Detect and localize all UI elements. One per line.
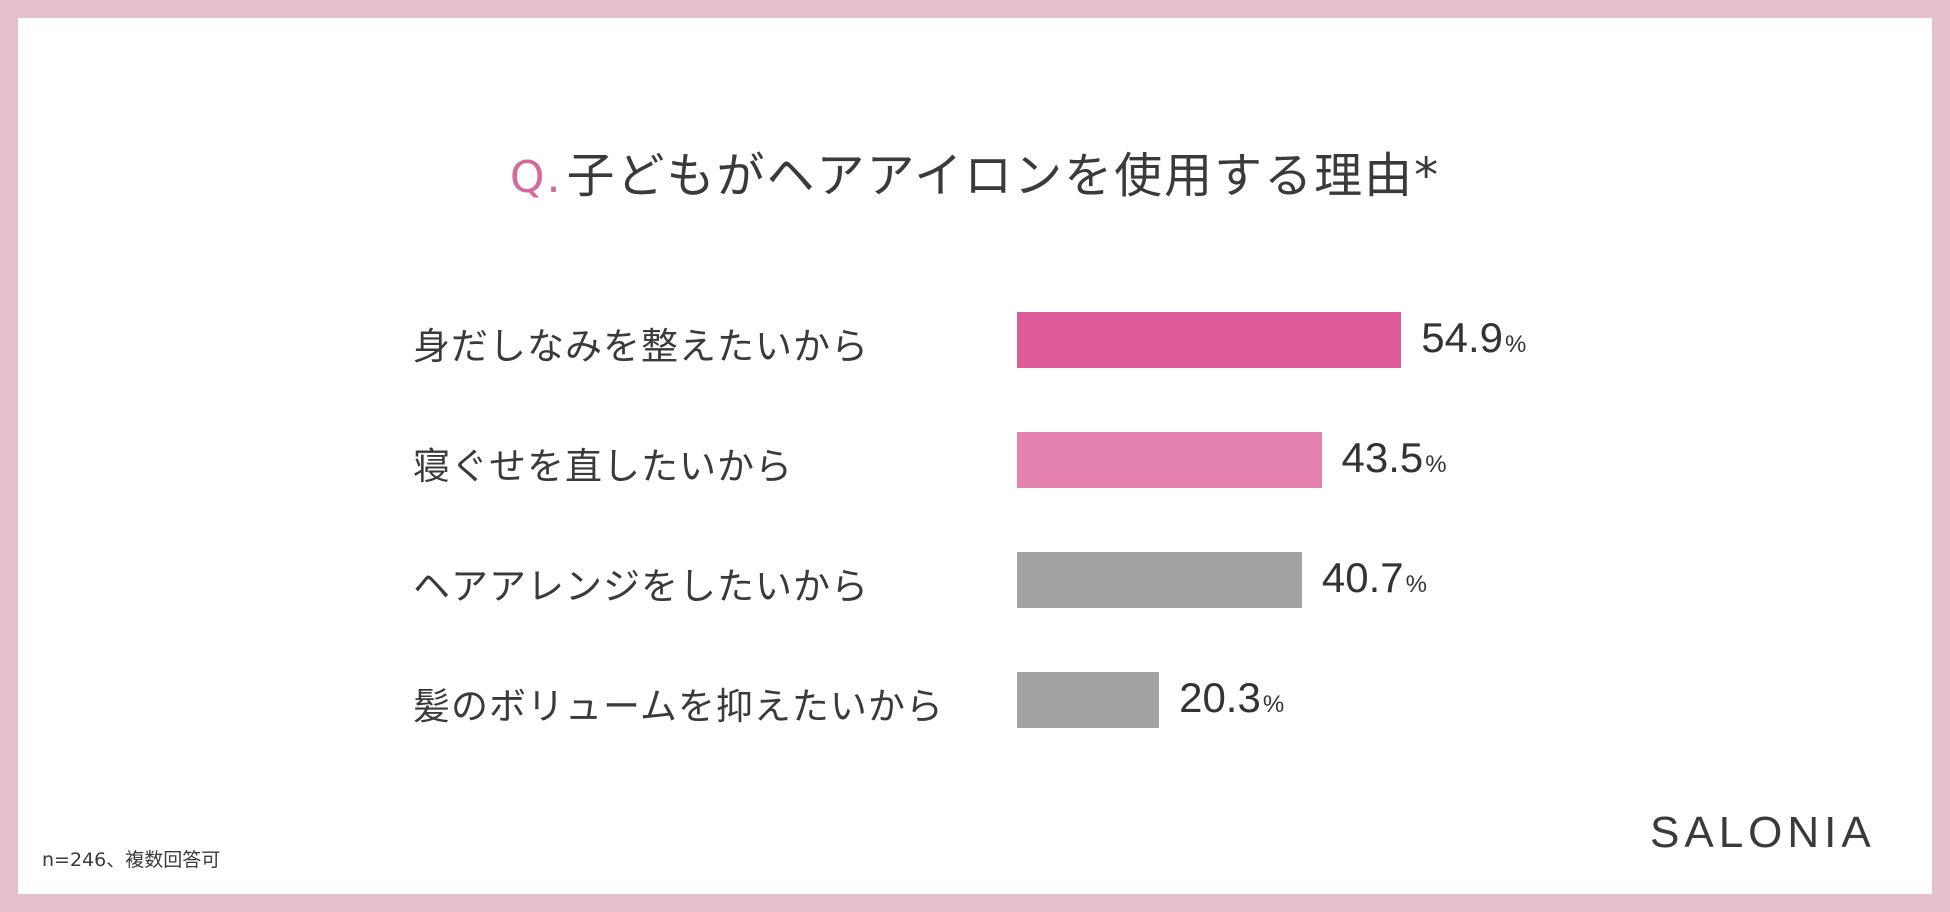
value-label: 43.5% <box>1342 434 1447 482</box>
value-number: 40.7 <box>1321 554 1404 601</box>
value-label: 54.9% <box>1421 314 1526 362</box>
bar <box>1017 552 1302 608</box>
bar <box>1017 312 1402 368</box>
title-prefix: Q. <box>509 152 563 203</box>
brand-logo: SALONIA <box>1650 808 1876 857</box>
value-label: 20.3% <box>1179 674 1284 722</box>
value-number: 43.5 <box>1341 434 1424 481</box>
value-number: 54.9 <box>1421 314 1504 361</box>
value-label: 40.7% <box>1322 554 1427 602</box>
value-unit: % <box>1425 451 1447 478</box>
value-unit: % <box>1405 571 1427 598</box>
category-label: ヘアアレンジをしたいから <box>413 565 869 608</box>
sample-size-note: n=246、複数回答可 <box>42 849 221 871</box>
category-label: 髪のボリュームを抑えたいから <box>413 685 944 728</box>
category-label: 寝ぐせを直したいから <box>413 445 793 488</box>
title-text: 子どもがヘアアイロンを使用する理由* <box>566 148 1441 204</box>
value-unit: % <box>1505 331 1527 358</box>
category-label: 身だしなみを整えたいから <box>413 325 869 368</box>
chart-title: Q.子どもがヘアアイロンを使用する理由* <box>18 136 1932 206</box>
bar <box>1017 672 1160 728</box>
value-unit: % <box>1262 691 1285 718</box>
bar <box>1017 432 1322 488</box>
value-number: 20.3 <box>1179 674 1261 721</box>
chart-card: Q.子どもがヘアアイロンを使用する理由* 身だしなみを整えたいから 54.9% 寝ぐ… <box>18 18 1932 894</box>
